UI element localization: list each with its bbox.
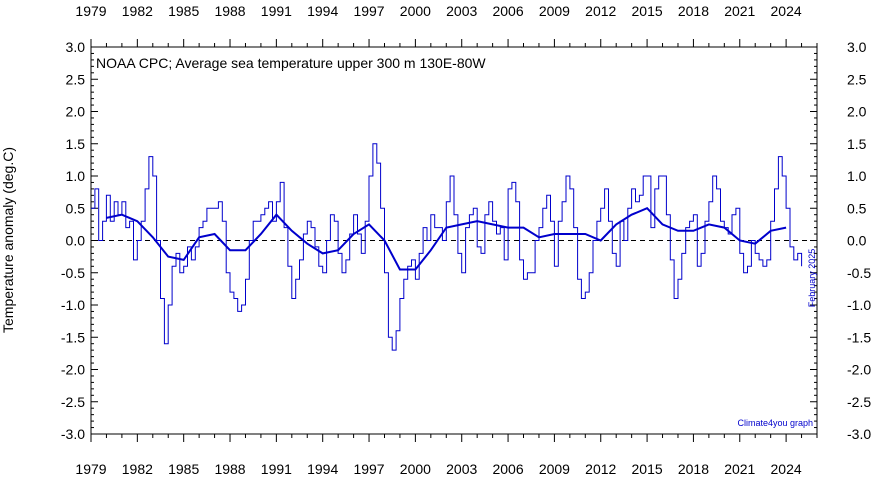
y-tick-label-left: -2.5 bbox=[61, 394, 85, 410]
x-axis-ticks: 1979 1979 1982 1982 1985 1985 1988 1988 1991 1991… bbox=[75, 3, 818, 477]
y-tick-label-left: -0.5 bbox=[61, 265, 85, 281]
y-tick-label-left: -1.5 bbox=[61, 329, 85, 345]
y-tick-label-left: 1.0 bbox=[66, 168, 86, 184]
y-axis-ticks: 3.0 3.0 2.5 2.5 2.0 2.0 1.5 1.5 1.0 1.0 0.5 0.5 0.0 0… bbox=[61, 39, 871, 442]
y-tick-label-right: -1.0 bbox=[847, 297, 871, 313]
x-tick-label-top: 2015 bbox=[632, 3, 663, 19]
y-tick-label-right: -2.5 bbox=[847, 394, 871, 410]
x-tick-label-top: 2021 bbox=[724, 3, 755, 19]
y-tick-label-left: -2.0 bbox=[61, 362, 85, 378]
x-tick-label-bottom: 2012 bbox=[585, 461, 616, 477]
x-tick-label-top: 2003 bbox=[446, 3, 477, 19]
x-tick-label-bottom: 2006 bbox=[492, 461, 523, 477]
series-running-mean-line bbox=[106, 207, 787, 271]
x-tick-label-top: 1979 bbox=[75, 3, 106, 19]
x-tick-label-top: 2018 bbox=[678, 3, 709, 19]
x-tick-label-top: 1991 bbox=[261, 3, 292, 19]
x-tick-label-bottom: 2015 bbox=[632, 461, 663, 477]
y-tick-label-right: -1.5 bbox=[847, 329, 871, 345]
x-tick-label-bottom: 1997 bbox=[353, 461, 384, 477]
y-tick-label-left: 2.0 bbox=[66, 104, 86, 120]
y-tick-label-right: 0.5 bbox=[847, 200, 867, 216]
y-tick-label-right: -3.0 bbox=[847, 426, 871, 442]
x-tick-label-top: 1982 bbox=[122, 3, 153, 19]
x-tick-label-bottom: 2021 bbox=[724, 461, 755, 477]
x-tick-label-bottom: 2018 bbox=[678, 461, 709, 477]
y-tick-label-left: 2.5 bbox=[66, 71, 86, 87]
y-tick-label-right: 1.0 bbox=[847, 168, 867, 184]
y-tick-label-right: 1.5 bbox=[847, 136, 867, 152]
x-tick-label-bottom: 2024 bbox=[771, 461, 802, 477]
x-tick-label-top: 2009 bbox=[539, 3, 570, 19]
y-axis-label: Temperature anomaly (deg.C) bbox=[0, 147, 16, 333]
x-tick-label-bottom: 2003 bbox=[446, 461, 477, 477]
x-tick-label-top: 2006 bbox=[492, 3, 523, 19]
x-tick-label-bottom: 1988 bbox=[214, 461, 245, 477]
series-monthly-line bbox=[91, 143, 803, 351]
x-tick-label-bottom: 1994 bbox=[307, 461, 338, 477]
x-tick-label-top: 1988 bbox=[214, 3, 245, 19]
x-tick-label-bottom: 1979 bbox=[75, 461, 106, 477]
y-tick-label-left: -1.0 bbox=[61, 297, 85, 313]
y-tick-label-right: 2.0 bbox=[847, 104, 867, 120]
y-tick-label-left: 0.5 bbox=[66, 200, 86, 216]
y-tick-label-left: -3.0 bbox=[61, 426, 85, 442]
y-tick-label-left: 1.5 bbox=[66, 136, 86, 152]
y-tick-label-right: 0.0 bbox=[847, 233, 867, 249]
y-tick-label-right: 2.5 bbox=[847, 71, 867, 87]
y-tick-label-left: 0.0 bbox=[66, 233, 86, 249]
y-tick-label-left: 3.0 bbox=[66, 39, 86, 55]
x-tick-label-top: 2012 bbox=[585, 3, 616, 19]
x-tick-label-bottom: 1991 bbox=[261, 461, 292, 477]
y-tick-label-right: -0.5 bbox=[847, 265, 871, 281]
x-tick-label-top: 1994 bbox=[307, 3, 338, 19]
x-tick-label-top: 2000 bbox=[400, 3, 431, 19]
x-tick-label-top: 1985 bbox=[168, 3, 199, 19]
x-tick-label-bottom: 1982 bbox=[122, 461, 153, 477]
chart-title: NOAA CPC; Average sea temperature upper … bbox=[96, 55, 486, 71]
y-tick-label-right: 3.0 bbox=[847, 39, 867, 55]
x-tick-label-top: 2024 bbox=[771, 3, 802, 19]
x-tick-label-top: 1997 bbox=[353, 3, 384, 19]
x-tick-label-bottom: 2009 bbox=[539, 461, 570, 477]
x-tick-label-bottom: 2000 bbox=[400, 461, 431, 477]
source-credit: Climate4you graph bbox=[737, 418, 813, 428]
date-annotation: February 2025 bbox=[807, 249, 817, 308]
x-tick-label-bottom: 1985 bbox=[168, 461, 199, 477]
y-tick-label-right: -2.0 bbox=[847, 362, 871, 378]
